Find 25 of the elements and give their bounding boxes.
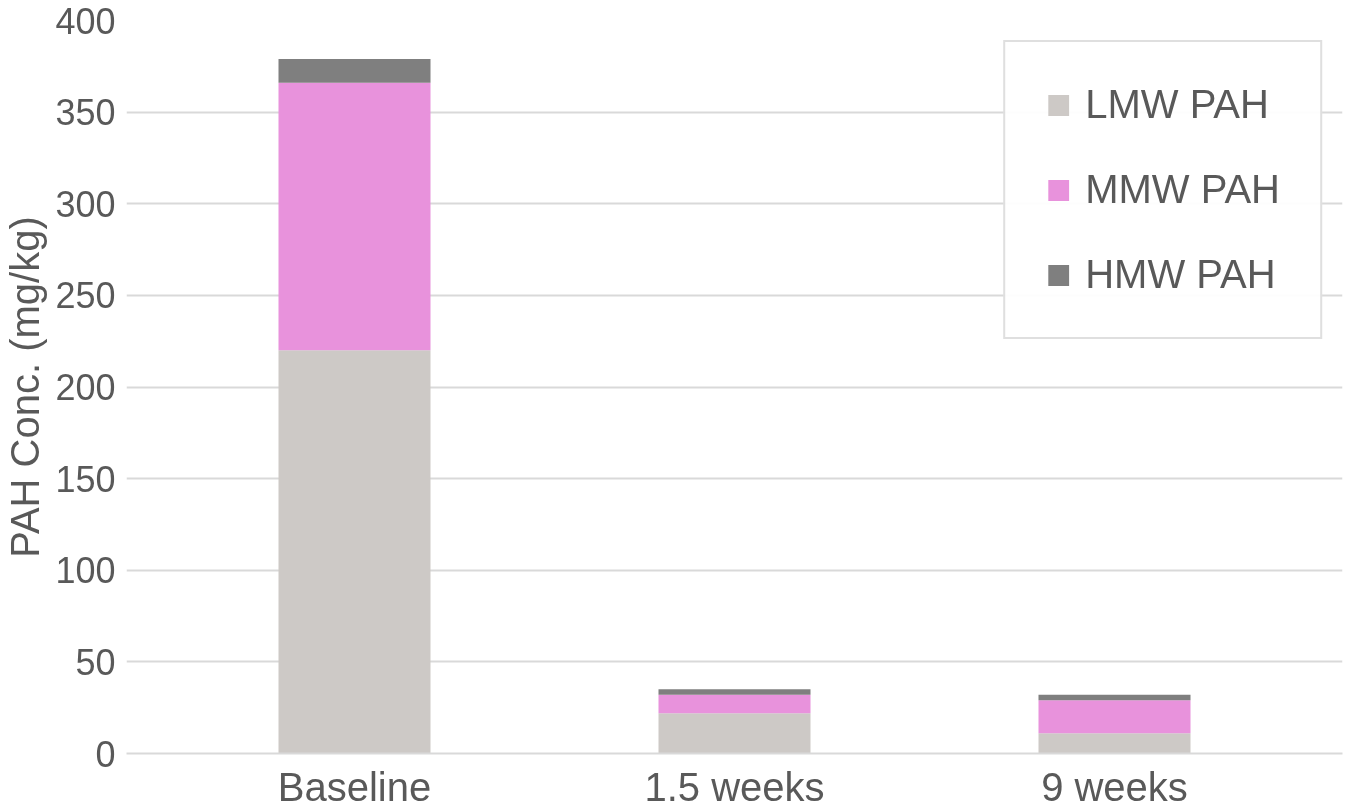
y-tick-label: 100	[55, 550, 116, 592]
bar	[658, 689, 811, 695]
x-tick-label: Baseline	[277, 764, 432, 809]
y-tick-label: 300	[55, 183, 116, 225]
y-tick-label: 400	[55, 0, 116, 42]
y-tick-label: 150	[55, 458, 116, 500]
bar	[658, 694, 811, 714]
y-tick-label: 50	[75, 641, 116, 683]
legend-label: HMW PAH	[1085, 252, 1276, 297]
y-axis-title: PAH Conc. (mg/kg)	[3, 216, 48, 558]
x-tick-label: 9 weeks	[1041, 764, 1188, 809]
bar	[278, 82, 431, 351]
bar	[1038, 733, 1191, 754]
x-tick-label: 1.5 weeks	[644, 764, 825, 809]
legend-label: LMW PAH	[1085, 82, 1269, 127]
y-tick-label: 0	[95, 733, 116, 775]
bar	[1038, 700, 1191, 734]
y-tick-label: 350	[55, 92, 116, 134]
legend-label: MMW PAH	[1085, 167, 1280, 212]
bar	[658, 713, 811, 754]
y-tick-label: 200	[55, 367, 116, 408]
y-tick-label: 250	[55, 275, 116, 317]
bar	[278, 58, 431, 83]
bar	[278, 350, 431, 754]
bar	[1038, 694, 1191, 701]
